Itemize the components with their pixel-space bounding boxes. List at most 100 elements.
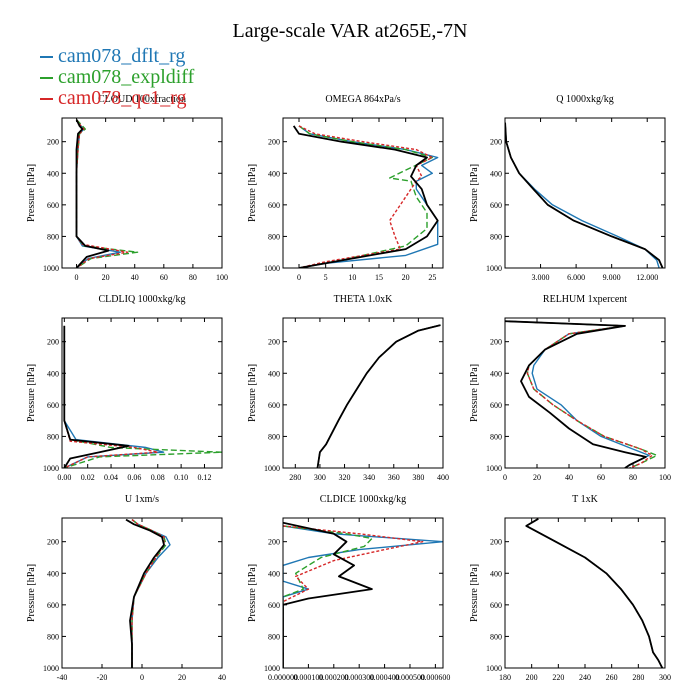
series-line-4 (63, 325, 130, 468)
series-line-3 (298, 125, 433, 268)
series-line-2 (525, 518, 663, 668)
x-tick-label: 300 (659, 673, 671, 682)
x-tick-label: 0.08 (151, 473, 165, 482)
plot-frame (61, 317, 223, 469)
series-line-3 (63, 325, 159, 468)
series-line-1 (505, 320, 650, 468)
panel-3: Q 1000xkg/kg Pressure [hPa] 200 400 600 800 10… (469, 94, 666, 282)
series-line-3 (316, 324, 441, 468)
y-tick-label: 800 (47, 432, 59, 441)
y-tick-label: 600 (268, 201, 280, 210)
panel-title: THETA 1.0xK (334, 294, 393, 305)
plot-frame (282, 317, 444, 469)
y-tick-label: 400 (268, 369, 280, 378)
x-tick-label: 25 (428, 273, 436, 282)
y-tick-label: 1000 (264, 464, 280, 473)
x-tick-label: 200 (526, 673, 538, 682)
y-tick-label: 800 (490, 632, 502, 641)
y-tick-label: 600 (490, 201, 502, 210)
y-tick-label: 200 (268, 338, 280, 347)
legend-swatch-1 (40, 56, 53, 58)
panel-title: CLDLIQ 1000xkg/kg (99, 294, 186, 305)
x-tick-label: 0 (503, 473, 507, 482)
series-line-3 (131, 519, 165, 668)
x-tick-label: 15 (375, 273, 383, 282)
plot-frame (282, 517, 444, 669)
x-tick-label: 320 (339, 473, 351, 482)
x-tick-label: -40 (57, 673, 68, 682)
series-line-2 (316, 324, 441, 468)
y-axis-label: Pressure [hPa] (26, 164, 37, 222)
panel-title: CLOUD 100xfraction (98, 94, 186, 105)
plot-frame (504, 117, 666, 269)
series-line-4 (505, 122, 664, 268)
series-line-2 (75, 119, 139, 268)
y-tick-label: 800 (268, 632, 280, 641)
x-tick-label: 240 (579, 673, 591, 682)
y-tick-label: 400 (490, 169, 502, 178)
y-tick-label: 1000 (486, 264, 502, 273)
y-tick-label: 800 (268, 432, 280, 441)
plot-frame (61, 517, 223, 669)
y-tick-label: 600 (47, 601, 59, 610)
y-tick-label: 600 (268, 601, 280, 610)
series-line-4 (283, 521, 373, 668)
series-line-1 (63, 325, 165, 468)
legend-label-3: cam078_qc1_rg (58, 87, 187, 109)
series-line-4 (125, 518, 165, 668)
panel-title: T 1xK (572, 494, 598, 505)
series-line-4 (505, 320, 647, 468)
y-tick-label: 400 (268, 169, 280, 178)
series-line-1 (298, 125, 439, 268)
series-line-2 (283, 525, 373, 668)
y-tick-label: 400 (47, 569, 59, 578)
y-tick-label: 200 (490, 138, 502, 147)
y-tick-label: 1000 (264, 664, 280, 673)
x-tick-label: 20 (402, 273, 410, 282)
x-tick-label: 0.000600 (420, 673, 450, 682)
y-tick-label: 1000 (486, 664, 502, 673)
y-tick-label: 400 (47, 369, 59, 378)
figure-title: Large-scale VAR at265E,-7N (232, 20, 468, 42)
x-tick-label: 5 (324, 273, 328, 282)
series-line-4 (75, 119, 110, 268)
y-axis-label: Pressure [hPa] (26, 364, 37, 422)
series-line-3 (505, 320, 653, 468)
x-tick-label: 0.00 (57, 473, 71, 482)
x-tick-label: 60 (597, 473, 605, 482)
y-tick-label: 600 (490, 401, 502, 410)
series-line-4 (316, 324, 441, 468)
y-axis-label: Pressure [hPa] (247, 364, 258, 422)
x-tick-label: 0 (140, 673, 144, 682)
x-tick-label: 12.000 (636, 273, 658, 282)
x-tick-label: 0 (297, 273, 301, 282)
y-tick-label: 1000 (486, 464, 502, 473)
x-tick-label: 280 (289, 473, 301, 482)
x-tick-label: 80 (189, 273, 197, 282)
panel-title: Q 1000xkg/kg (556, 94, 614, 105)
series-line-2 (131, 519, 167, 668)
x-tick-label: 400 (437, 473, 449, 482)
plot-frame (504, 317, 666, 469)
plot-frame (504, 517, 666, 669)
y-tick-label: 600 (47, 201, 59, 210)
y-axis-label: Pressure [hPa] (469, 564, 480, 622)
y-tick-label: 400 (47, 169, 59, 178)
plot-frame (282, 117, 444, 269)
series-line-1 (75, 119, 121, 268)
y-tick-label: 1000 (43, 664, 59, 673)
panel-title: RELHUM 1xpercent (543, 294, 627, 305)
x-tick-label: 0.000300 (344, 673, 374, 682)
x-tick-label: 6.000 (567, 273, 585, 282)
x-tick-label: 9.000 (603, 273, 621, 282)
x-tick-label: 100 (216, 273, 228, 282)
series-line-4 (292, 125, 439, 268)
y-tick-label: 200 (490, 538, 502, 547)
y-axis-label: Pressure [hPa] (247, 164, 258, 222)
y-axis-label: Pressure [hPa] (469, 164, 480, 222)
x-tick-label: -20 (97, 673, 108, 682)
series-line-1 (525, 518, 663, 668)
x-tick-label: 20 (102, 273, 110, 282)
